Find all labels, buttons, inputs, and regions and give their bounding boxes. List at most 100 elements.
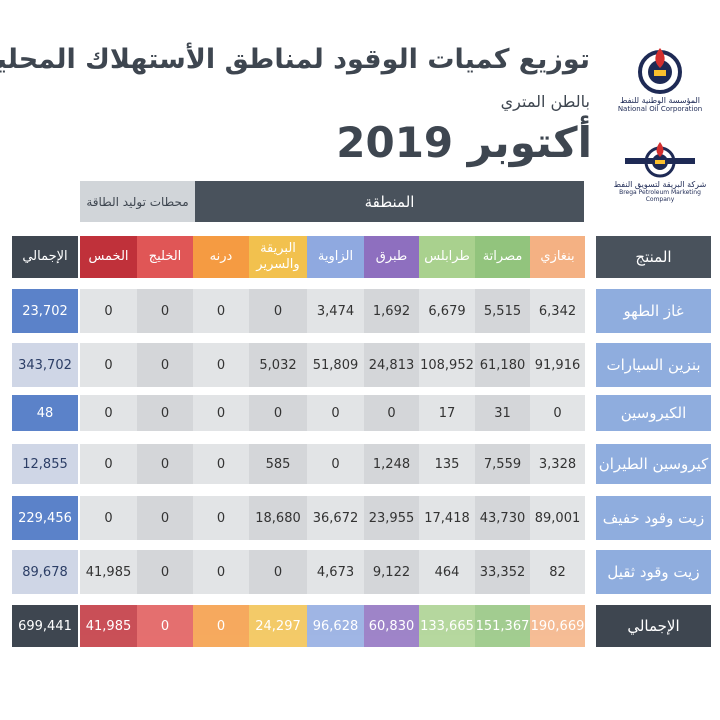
- table-cell: 12,855: [12, 444, 78, 484]
- table-cell: 3,328: [530, 444, 585, 484]
- brega-caption-ar: شركة البريقة لتسويق النفط: [613, 180, 707, 189]
- table-cell: 135: [419, 444, 475, 484]
- total-row-cell: 96,628: [307, 605, 364, 647]
- total-row-cell: 190,669: [530, 605, 585, 647]
- table-cell: 0: [80, 289, 137, 333]
- column-header-1: مصراتة: [475, 236, 530, 278]
- report-date: أكتوبر 2019: [336, 118, 592, 167]
- total-row-cell: 0: [137, 605, 193, 647]
- table-cell: 229,456: [12, 496, 78, 540]
- table-cell: 0: [137, 343, 193, 387]
- table-cell: 5,032: [249, 343, 307, 387]
- table-cell: 0: [193, 550, 249, 594]
- table-cell: 0: [137, 496, 193, 540]
- table-cell: 4,673: [307, 550, 364, 594]
- table-cell: 1,692: [364, 289, 419, 333]
- table-cell: 3,474: [307, 289, 364, 333]
- table-cell: 18,680: [249, 496, 307, 540]
- table-cell: 0: [249, 395, 307, 431]
- table-cell: 0: [193, 395, 249, 431]
- column-header-2: طرابلس: [419, 236, 475, 278]
- table-cell: 24,813: [364, 343, 419, 387]
- brega-caption-en: Brega Petroleum Marketing Company: [619, 189, 701, 203]
- table-cell: 0: [249, 289, 307, 333]
- column-header-5: البريقة والسرير: [249, 236, 307, 278]
- table-cell: 0: [80, 444, 137, 484]
- page-title: توزيع كميات الوقود لمناطق الأستهلاك المح…: [0, 44, 590, 75]
- table-cell: 108,952: [419, 343, 475, 387]
- noc-emblem-icon: [634, 44, 686, 96]
- page-subtitle: بالطن المتري: [500, 92, 590, 111]
- product-label: الكيروسين: [596, 395, 711, 431]
- table-cell: 61,180: [475, 343, 530, 387]
- table-cell: 0: [137, 550, 193, 594]
- table-cell: 0: [137, 395, 193, 431]
- column-header-9: الإجمالي: [12, 236, 78, 278]
- total-row-cell: 133,665: [419, 605, 475, 647]
- power-stations-group-header: محطات توليد الطاقة: [80, 181, 195, 222]
- table-cell: 23,702: [12, 289, 78, 333]
- column-header-8: الخمس: [80, 236, 137, 278]
- table-cell: 17,418: [419, 496, 475, 540]
- table-cell: 0: [80, 343, 137, 387]
- table-cell: 89,678: [12, 550, 78, 594]
- table-cell: 33,352: [475, 550, 530, 594]
- table-cell: 464: [419, 550, 475, 594]
- column-header-3: طبرق: [364, 236, 419, 278]
- product-column-header: المنتج: [596, 236, 711, 278]
- table-cell: 6,679: [419, 289, 475, 333]
- table-cell: 0: [193, 496, 249, 540]
- table-cell: 23,955: [364, 496, 419, 540]
- noc-caption-en: National Oil Corporation: [617, 105, 703, 113]
- table-cell: 0: [307, 395, 364, 431]
- table-cell: 91,916: [530, 343, 585, 387]
- table-cell: 41,985: [80, 550, 137, 594]
- table-cell: 7,559: [475, 444, 530, 484]
- table-cell: 0: [80, 496, 137, 540]
- table-cell: 82: [530, 550, 585, 594]
- table-cell: 17: [419, 395, 475, 431]
- column-header-0: بنغازي: [530, 236, 585, 278]
- table-cell: 343,702: [12, 343, 78, 387]
- table-cell: 36,672: [307, 496, 364, 540]
- product-label: زيت وقود ثقيل: [596, 550, 711, 594]
- table-cell: 0: [193, 289, 249, 333]
- table-cell: 0: [193, 444, 249, 484]
- table-cell: 0: [307, 444, 364, 484]
- table-cell: 585: [249, 444, 307, 484]
- product-label: زيت وقود خفيف: [596, 496, 711, 540]
- total-row-label: الإجمالي: [596, 605, 711, 647]
- region-group-header: المنطقة: [195, 181, 584, 222]
- table-cell: 0: [137, 444, 193, 484]
- table-cell: 48: [12, 395, 78, 431]
- column-header-6: درنه: [193, 236, 249, 278]
- table-cell: 0: [80, 395, 137, 431]
- total-row-cell: 699,441: [12, 605, 78, 647]
- table-cell: 51,809: [307, 343, 364, 387]
- total-row-cell: 24,297: [249, 605, 307, 647]
- table-cell: 0: [193, 343, 249, 387]
- product-label: كيروسين الطيران: [596, 444, 711, 484]
- noc-caption-ar: المؤسسة الوطنية للنفط: [619, 96, 701, 105]
- product-label: بنزين السيارات: [596, 343, 711, 387]
- table-cell: 9,122: [364, 550, 419, 594]
- total-row-cell: 151,367: [475, 605, 530, 647]
- brega-logo: شركة البريقة لتسويق النفط Brega Petroleu…: [610, 140, 710, 203]
- table-cell: 6,342: [530, 289, 585, 333]
- noc-logo: المؤسسة الوطنية للنفط National Oil Corpo…: [610, 44, 710, 113]
- table-cell: 5,515: [475, 289, 530, 333]
- column-header-7: الخليج: [137, 236, 193, 278]
- table-cell: 89,001: [530, 496, 585, 540]
- total-row-cell: 60,830: [364, 605, 419, 647]
- table-cell: 0: [249, 550, 307, 594]
- table-cell: 1,248: [364, 444, 419, 484]
- total-row-cell: 41,985: [80, 605, 137, 647]
- table-cell: 0: [530, 395, 585, 431]
- table-cell: 31: [475, 395, 530, 431]
- column-header-4: الزاوية: [307, 236, 364, 278]
- total-row-cell: 0: [193, 605, 249, 647]
- table-cell: 43,730: [475, 496, 530, 540]
- table-cell: 0: [364, 395, 419, 431]
- brega-emblem-icon: [625, 140, 695, 180]
- product-label: غاز الطهو: [596, 289, 711, 333]
